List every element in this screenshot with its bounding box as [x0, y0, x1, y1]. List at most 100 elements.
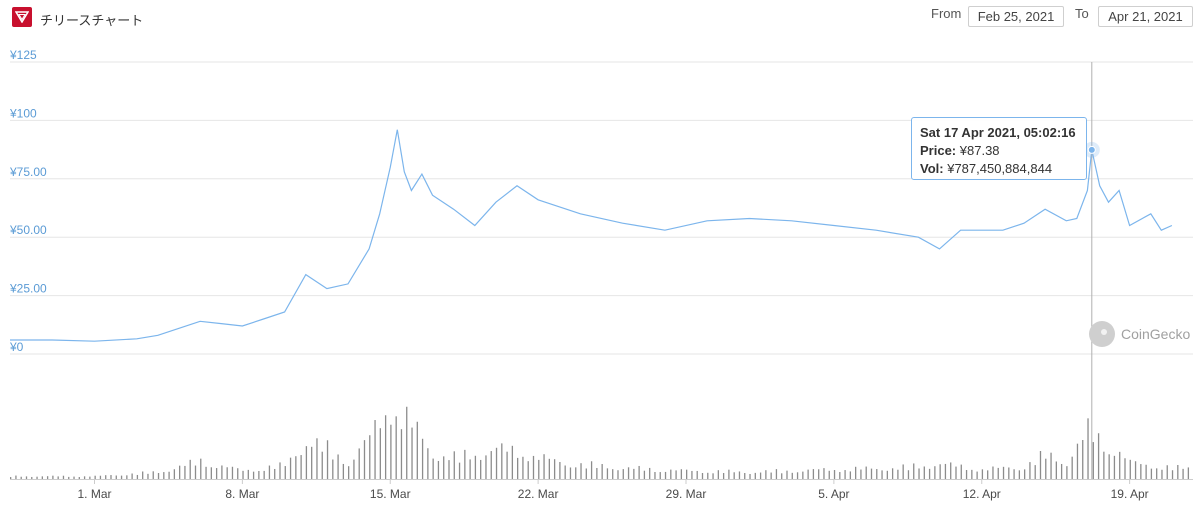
volume-bar [231, 466, 234, 479]
volume-bar [617, 470, 619, 479]
volume-bar [865, 466, 867, 479]
volume-bar [738, 471, 741, 479]
y-tick-label: ¥75.00 [9, 165, 47, 179]
volume-bar [416, 421, 418, 479]
volume-bar [960, 464, 962, 479]
volume-bar [913, 463, 915, 479]
volume-bar [20, 476, 22, 479]
volume-bar [421, 438, 424, 479]
volume-bar [844, 470, 846, 479]
volume-bar [1071, 456, 1073, 479]
to-date-input[interactable] [1098, 6, 1193, 27]
volume-bar [15, 475, 17, 479]
volume-bar [36, 476, 38, 479]
volume-bar [1039, 451, 1042, 479]
volume-bar [744, 472, 746, 479]
volume-bar [1156, 468, 1158, 479]
volume-bar [770, 472, 772, 479]
volume-bar [184, 465, 186, 479]
volume-bar [538, 459, 540, 479]
watermark-text: CoinGecko [1121, 326, 1191, 342]
volume-bar [448, 460, 450, 479]
volume-bar [823, 468, 825, 479]
volume-bar [559, 461, 561, 479]
volume-bar [543, 454, 545, 479]
volume-bar [363, 440, 366, 479]
volume-bar [374, 420, 376, 479]
volume-bar [179, 465, 181, 479]
volume-bar [659, 472, 661, 479]
volume-bar [73, 476, 75, 479]
volume-bar [1161, 469, 1163, 479]
volume-bar [569, 467, 572, 479]
volume-bar [1145, 464, 1147, 479]
volume-bar [120, 475, 123, 479]
volume-bar [279, 462, 281, 479]
volume-bar [796, 472, 799, 479]
x-tick-label: 19. Apr [1111, 487, 1149, 501]
volume-bar [1066, 466, 1068, 479]
volume-bar [649, 467, 651, 479]
from-label: From [931, 6, 962, 21]
volume-bar [94, 475, 96, 479]
volume-bar [564, 465, 566, 479]
volume-bar [1097, 433, 1100, 479]
volume-bar [337, 454, 339, 479]
volume-bar [263, 470, 265, 479]
volume-bar [411, 427, 413, 479]
volume-bar [839, 472, 841, 479]
volume-bar [200, 458, 202, 479]
tooltip-price-value: ¥87.38 [959, 143, 1000, 158]
volume-bar [268, 465, 271, 479]
volume-bar [342, 463, 345, 479]
volume-bar [928, 468, 931, 479]
volume-bar [891, 468, 894, 479]
chart-header: チリースチャート From To [0, 0, 1200, 34]
volume-bar [221, 465, 223, 479]
x-tick-label: 1. Mar [77, 487, 111, 501]
volume-bar [1082, 440, 1084, 479]
volume-bar [194, 465, 197, 479]
volume-bar [226, 467, 228, 479]
volume-bar [749, 473, 751, 479]
from-date-input[interactable] [968, 6, 1064, 27]
x-tick-label: 5. Apr [818, 487, 849, 501]
volume-bar [384, 415, 387, 479]
volume-bar [1018, 470, 1021, 479]
volume-bar [575, 467, 577, 479]
chiliz-logo-icon [12, 7, 32, 27]
volume-bar [612, 469, 614, 479]
volume-bar [860, 469, 862, 479]
volume-bar [781, 473, 783, 479]
volume-bar [870, 468, 873, 479]
volume-bar [802, 471, 804, 479]
volume-bar [1060, 463, 1063, 479]
volume-bar [495, 447, 498, 479]
x-tick-label: 22. Mar [518, 487, 559, 501]
volume-bar [944, 463, 947, 479]
volume-bar [10, 477, 12, 479]
volume-bar [1045, 458, 1047, 479]
volume-bar [812, 469, 815, 479]
volume-bar [728, 469, 730, 479]
volume-bar [670, 469, 672, 479]
volume-bar [807, 469, 809, 479]
volume-bar [289, 457, 292, 479]
volume-bar [490, 451, 492, 479]
volume-bar [474, 455, 477, 479]
coingecko-logo-icon [1089, 321, 1115, 347]
volume-bar [41, 476, 43, 479]
volume-bar [664, 471, 667, 479]
volume-bar [168, 471, 170, 479]
volume-bar [786, 470, 788, 479]
volume-bar [601, 464, 603, 479]
volume-bar [553, 459, 556, 479]
volume-bar [686, 469, 688, 479]
tooltip-vol-value: ¥787,450,884,844 [947, 161, 1053, 176]
volume-bar [680, 469, 683, 479]
volume-bar [1087, 418, 1089, 479]
volume-bar [712, 473, 714, 479]
volume-bar [833, 470, 836, 479]
volume-bar [517, 457, 519, 479]
